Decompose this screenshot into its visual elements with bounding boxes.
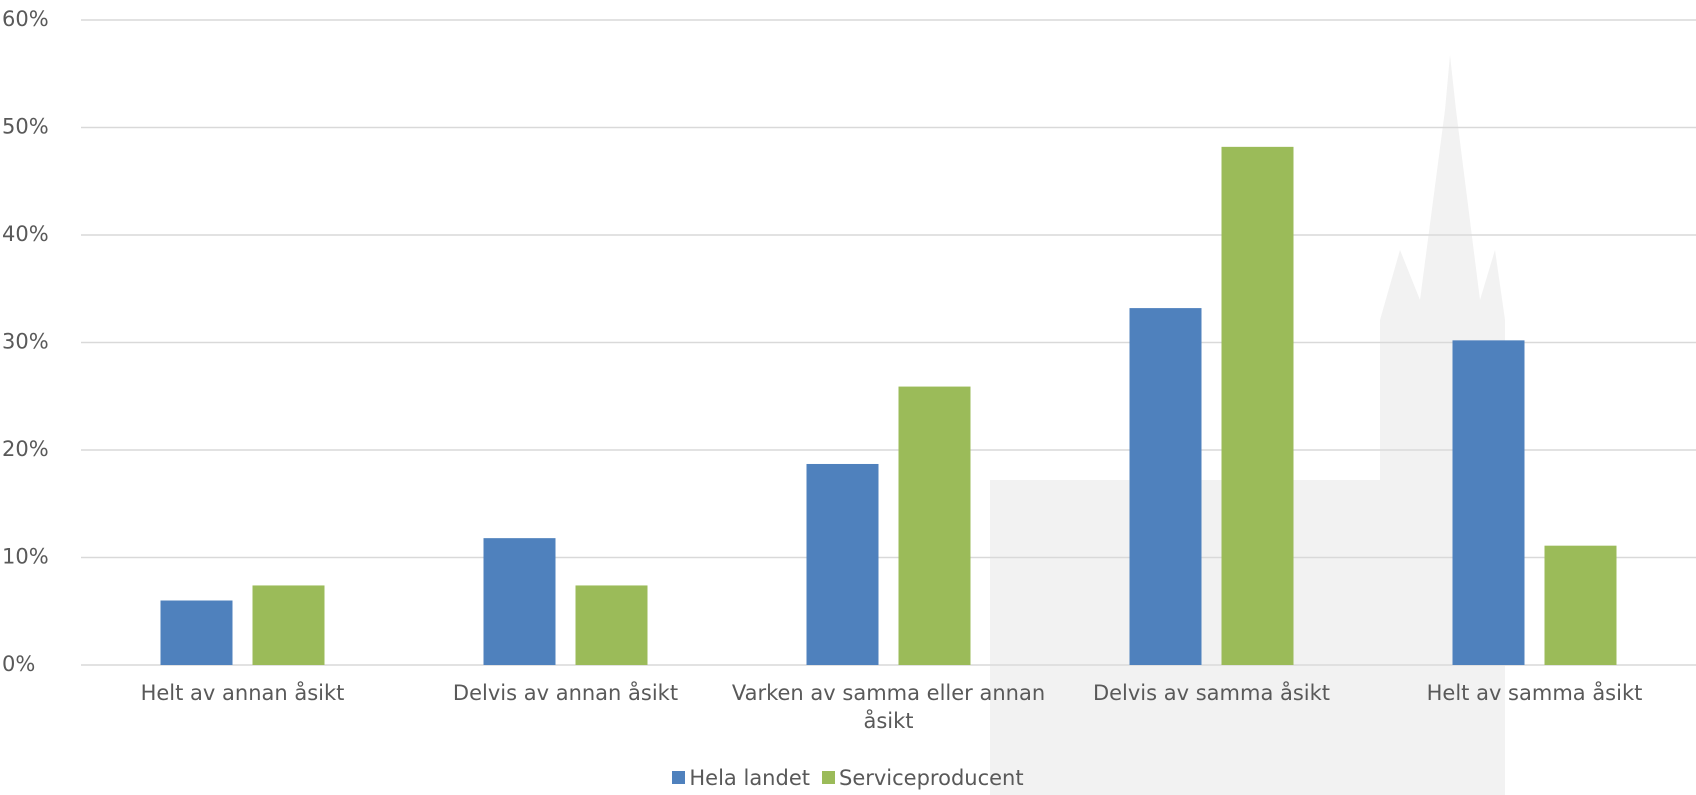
legend-swatch xyxy=(672,771,686,784)
legend-label: Hela landet xyxy=(689,765,810,790)
x-tick-label: Helt av samma åsikt xyxy=(1426,681,1643,705)
bar xyxy=(575,585,648,665)
x-tick-label: Delvis av samma åsikt xyxy=(1092,681,1331,705)
bar xyxy=(1544,545,1617,665)
x-tick-label: Delvis av annan åsikt xyxy=(452,681,679,705)
bar xyxy=(898,386,971,665)
bar xyxy=(1129,308,1202,665)
bar xyxy=(252,585,325,665)
legend-item: Hela landet xyxy=(672,766,810,790)
bar xyxy=(806,463,879,665)
legend: Hela landet Serviceproducent xyxy=(0,765,1696,790)
legend-swatch xyxy=(821,771,835,784)
bar xyxy=(1221,146,1294,666)
y-tick-label: 0% xyxy=(2,652,35,676)
legend-label: Serviceproducent xyxy=(838,765,1024,790)
y-tick-label: 10% xyxy=(2,545,49,569)
y-tick-label: 60% xyxy=(2,7,49,31)
x-tick-label: Varken av samma eller annan åsikt xyxy=(731,681,1046,733)
legend-item: Serviceproducent xyxy=(821,765,1024,790)
y-tick-label: 50% xyxy=(2,115,49,139)
bar xyxy=(483,538,556,665)
y-tick-label: 30% xyxy=(2,330,49,354)
x-tick-label: Helt av annan åsikt xyxy=(140,681,345,705)
y-tick-label: 40% xyxy=(2,222,49,246)
bar xyxy=(1452,340,1525,665)
y-tick-label: 20% xyxy=(2,437,49,461)
bar xyxy=(160,600,233,665)
